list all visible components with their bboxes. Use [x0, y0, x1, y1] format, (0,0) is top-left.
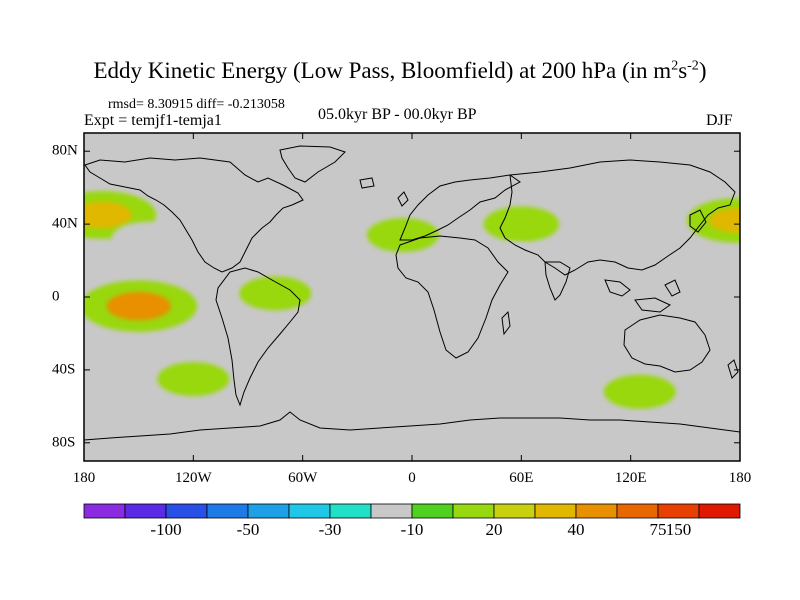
coast-southeast-asia: [604, 279, 681, 313]
colorbar-tick-label: -30: [318, 520, 342, 539]
lon-tick-label: 120W: [174, 470, 212, 486]
season-label: DJF: [706, 112, 733, 129]
south-indian-positive: [603, 374, 676, 409]
colorbar-swatch: [616, 503, 659, 519]
coast-north-america: [84, 157, 304, 273]
lat-tick-label: 40S: [52, 361, 76, 378]
coast-africa: [395, 235, 509, 359]
colorbar-tick-label: -10: [400, 520, 424, 539]
tropical-pacific-positive-core: [106, 291, 171, 321]
lon-tick-label: 120E: [614, 470, 647, 486]
figure-title: Eddy Kinetic Energy (Low Pass, Bloomfiel…: [93, 58, 707, 83]
lat-tick-label: 0: [52, 288, 60, 305]
colorbar-tick-label: 40: [567, 520, 585, 539]
period-label: 05.0kyr BP - 00.0kyr BP: [318, 106, 477, 123]
south-america-positive: [239, 276, 312, 311]
north-pacific-west-blob-core: [84, 201, 132, 229]
colorbar-swatch: [370, 503, 413, 519]
coast-new-zealand: [727, 359, 739, 379]
colorbar-swatch: [124, 503, 167, 519]
colorbar-tick-label: 20: [485, 520, 503, 539]
lat-tick-label: 80S: [52, 434, 76, 451]
coast-south-america: [215, 267, 301, 407]
colorbar-swatch: [288, 503, 331, 519]
colorbar-swatch: [493, 503, 536, 519]
arabia-negative: [483, 242, 542, 272]
coast-greenland: [279, 145, 346, 183]
colorbar-swatch: [83, 503, 126, 519]
coast-japan: [689, 209, 707, 233]
coast-antarctica: [84, 411, 740, 441]
coast-madagascar: [501, 310, 511, 336]
lon-tick-label: 180: [72, 470, 96, 486]
lon-tick-label: 180: [728, 470, 752, 486]
colorbar-swatch: [247, 503, 290, 519]
colorbar-swatch: [657, 503, 700, 519]
north-atlantic-negative: [346, 169, 405, 199]
coastlines: [84, 145, 740, 441]
colorbar-swatch: [698, 503, 741, 519]
axis-ticks: [83, 133, 741, 461]
south-pacific-negative: [155, 337, 214, 366]
coast-australia: [623, 314, 711, 373]
colorbar-tick-label: 150: [665, 520, 692, 539]
lat-tick-label: 80N: [52, 142, 78, 159]
asia-positive: [483, 206, 560, 242]
north-pacific-negative: [111, 221, 184, 256]
lat-tick-label: 40N: [52, 215, 78, 232]
colorbar-swatch: [329, 503, 372, 519]
colorbar-swatch: [534, 503, 577, 519]
colorbar-swatch: [452, 503, 495, 519]
colorbar-swatch: [206, 503, 249, 519]
colorbar-swatch: [411, 503, 454, 519]
lon-tick-label: 60E: [509, 470, 534, 486]
colorbar-tick-label: 75: [649, 520, 667, 539]
coast-uk-iceland: [359, 177, 409, 207]
colorbar: [83, 503, 741, 519]
australia-west-negative: [574, 346, 633, 375]
lon-tick-label: 0: [408, 470, 416, 486]
colorbar-tick-label: -50: [236, 520, 260, 539]
lon-tick-label: 60W: [288, 470, 318, 486]
colorbar-tick-label: -100: [150, 520, 182, 539]
anomaly-layer: [84, 169, 740, 409]
coast-asia: [499, 159, 736, 276]
north-pacific-east-blob-core: [709, 208, 740, 233]
coast-india: [544, 261, 571, 301]
coast-europe: [399, 174, 521, 241]
experiment-label: Expt = temjf1-temja1: [84, 112, 222, 129]
colorbar-swatch: [575, 503, 618, 519]
south-pacific-positive: [157, 362, 230, 396]
africa-positive: [366, 218, 439, 253]
stats-text: rmsd= 8.30915 diff= -0.213058: [108, 97, 285, 112]
colorbar-swatch: [165, 503, 208, 519]
